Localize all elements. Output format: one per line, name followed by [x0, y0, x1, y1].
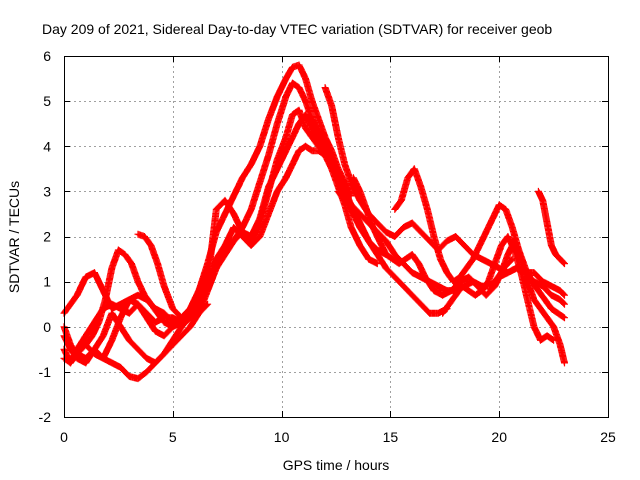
y-tick-label: 4 [43, 138, 51, 154]
y-tick-label: 0 [43, 319, 51, 335]
axis-ticks: 0 5 10 15 20 25 -2 -1 0 1 2 3 4 5 6 [39, 48, 616, 445]
series-sat-n [534, 187, 568, 268]
y-tick-label: -1 [39, 364, 52, 380]
series-sat-f [82, 246, 212, 349]
x-tick-label: 20 [491, 429, 507, 445]
data-series [60, 61, 568, 383]
x-tick-label: 10 [274, 429, 290, 445]
y-tick-label: 5 [43, 93, 51, 109]
series-sat-g [134, 230, 212, 322]
x-tick-label: 15 [383, 429, 399, 445]
y-axis-label: SDTVAR / TECUs [6, 181, 22, 293]
x-tick-label: 25 [600, 429, 616, 445]
chart-title: Day 209 of 2021, Sidereal Day-to-day VTE… [42, 21, 552, 37]
y-tick-label: 1 [43, 274, 51, 290]
y-tick-label: 6 [43, 48, 51, 64]
series-sat-m [491, 237, 568, 367]
x-axis-label: GPS time / hours [283, 457, 390, 473]
y-tick-label: 2 [43, 229, 51, 245]
x-tick-label: 0 [60, 429, 68, 445]
y-tick-label: -2 [39, 409, 52, 425]
x-tick-label: 5 [169, 429, 177, 445]
y-tick-label: 3 [43, 183, 51, 199]
